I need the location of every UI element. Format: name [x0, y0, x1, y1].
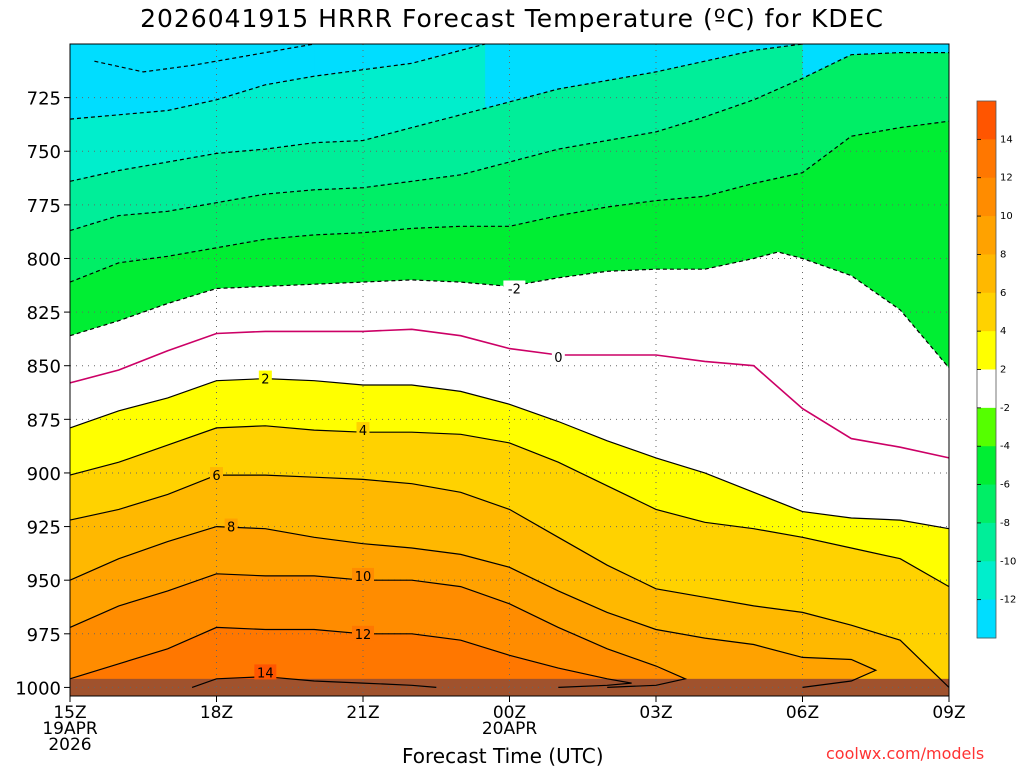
contour-label-bg-4	[356, 422, 370, 438]
colorbar-band-10	[977, 177, 996, 217]
x-tick-label-3-0: 18Z	[200, 703, 233, 723]
x-tick-label-0-2: 2026	[48, 735, 91, 755]
contour-label-bg-12	[352, 625, 374, 641]
contour-line--10	[69, 43, 803, 182]
contour-line-12	[69, 626, 632, 688]
y-tick-label-875: 875	[27, 410, 61, 431]
contour-label-layer: -2 0 2 4 6 8 10 12 14	[210, 280, 565, 681]
y-tick-label-950: 950	[27, 571, 61, 592]
contour-line-0	[69, 328, 950, 459]
y-tick-label-750: 750	[27, 142, 61, 163]
colorbar-band--8	[977, 484, 996, 524]
colorbar-band-4	[977, 292, 996, 332]
colorbar-tick-label-4: 4	[1000, 326, 1006, 337]
colorbar-tick-label--8: -8	[1000, 518, 1010, 529]
y-tick-label-775: 775	[27, 196, 61, 217]
colorbar-band-12	[977, 139, 996, 179]
y-tick-label-1000: 1000	[15, 678, 61, 699]
colorbar-tick-label--6: -6	[1000, 480, 1010, 491]
y-tick-label-725: 725	[27, 89, 61, 110]
surface-strip	[70, 678, 949, 696]
grid-layer	[69, 44, 950, 696]
contour-label-8: 8	[227, 521, 235, 536]
colorbar-tick-label-14: 14	[1000, 134, 1013, 145]
colorbar-tick-label--4: -4	[1000, 441, 1010, 452]
colorbar-band-2	[977, 331, 996, 370]
y-tick-label-850: 850	[27, 357, 61, 378]
x-tick-label-15-0: 06Z	[786, 703, 819, 723]
contour-label-0: 0	[554, 351, 562, 366]
contour-line-8	[69, 525, 878, 688]
contour-label-4: 4	[359, 424, 367, 439]
colorbar-tick-label--12: -12	[1000, 595, 1016, 606]
contour-line--8	[69, 52, 949, 232]
colorbar-tick-label-12: 12	[1000, 173, 1013, 184]
colorbar-tick-label-6: 6	[1000, 288, 1006, 299]
x-tick-label-0-0: 15Z	[53, 703, 86, 723]
colorbar-band--12	[977, 561, 996, 601]
y-tick-label-900: 900	[27, 464, 61, 485]
y-tick-label-925: 925	[27, 518, 61, 539]
colorbar-band--2	[977, 369, 996, 409]
contour-label-bg-14	[254, 664, 277, 680]
x-tick-label-9-0: 00Z	[493, 703, 526, 723]
contour-label-bg--2	[503, 280, 526, 296]
contour-line-14	[191, 676, 437, 688]
contour-label-14: 14	[257, 666, 274, 681]
contour-label-bg-0	[551, 349, 565, 365]
contour-label-bg-8	[224, 518, 238, 534]
temperature-fill-layer	[70, 44, 949, 697]
y-tick-label-800: 800	[27, 249, 61, 270]
x-axis-label: Forecast Time (UTC)	[402, 744, 604, 768]
y-axis: 725 750 775 800 825 850 875 900 925 950 975 1000	[15, 89, 70, 699]
colorbar-tick-label-2: 2	[1000, 365, 1006, 376]
contour-label-10: 10	[355, 570, 372, 585]
x-tick-label-6-0: 21Z	[346, 703, 379, 723]
x-tick-label-9-1: 20APR	[482, 719, 538, 739]
colorbar-tick-label-10: 10	[1000, 211, 1013, 222]
contour-label-bg-2	[258, 370, 272, 386]
colorbar-band-8	[977, 216, 996, 255]
contour-line-2	[69, 377, 950, 530]
contour-line--12	[69, 43, 486, 120]
x-tick-label-12-0: 03Z	[639, 703, 672, 723]
colorbar-band--4	[977, 407, 996, 447]
contour-label-2: 2	[261, 373, 269, 388]
colorbar: 14 12 10 8 6 4 2 -2 -4 -6 -8 -10 -12	[976, 100, 1016, 639]
y-tick-label-975: 975	[27, 625, 61, 646]
contour-line-4	[69, 425, 950, 588]
contour-line--6	[69, 120, 950, 283]
colorbar-band-6	[977, 254, 996, 294]
contour-label-12: 12	[355, 628, 372, 643]
colorbar-tick-label--10: -10	[1000, 556, 1016, 567]
contour-line--2	[69, 251, 950, 369]
contour-label-bg-6	[210, 467, 223, 483]
colorbar-band--14	[977, 599, 996, 639]
contour-label--2: -2	[508, 283, 521, 298]
chart-title: 2026041915 HRRR Forecast Temperature (ºC…	[140, 4, 884, 33]
colorbar-band-14	[977, 101, 996, 140]
x-tick-label-18-0: 09Z	[932, 703, 965, 723]
colorbar-band--6	[977, 446, 996, 486]
contour-label-6: 6	[212, 469, 220, 484]
contour-label-bg-10	[352, 567, 374, 583]
surface-layer	[70, 678, 949, 696]
colorbar-tick-label--2: -2	[1000, 403, 1010, 414]
colorbar-band--10	[977, 522, 996, 562]
y-tick-label-825: 825	[27, 303, 61, 324]
x-tick-label-0-1: 19APR	[42, 719, 98, 739]
colorbar-tick-label-8: 8	[1000, 249, 1006, 260]
credit-text: coolwx.com/models	[826, 744, 985, 763]
contour-line-10	[69, 573, 688, 688]
